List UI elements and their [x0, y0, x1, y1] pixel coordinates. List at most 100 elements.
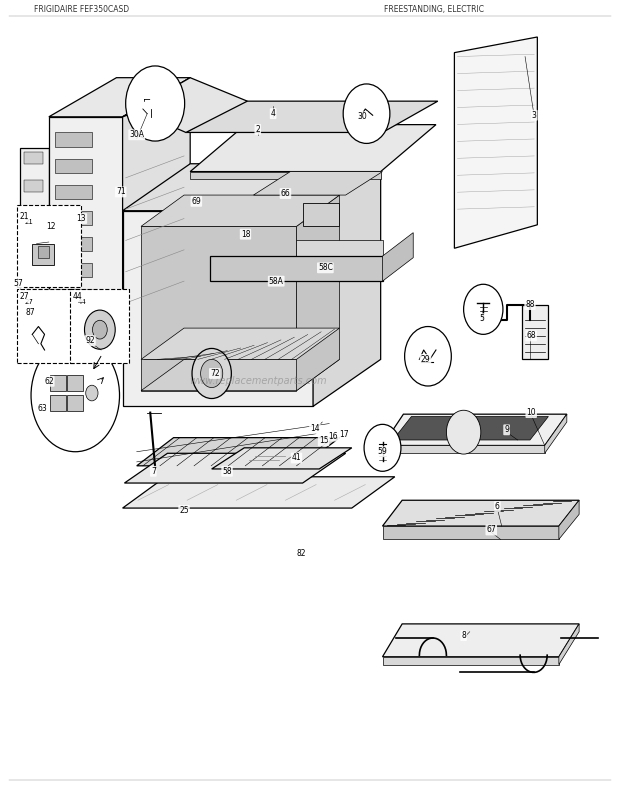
Polygon shape	[186, 101, 438, 132]
Text: 15: 15	[319, 437, 329, 445]
Polygon shape	[383, 445, 545, 453]
Text: 18: 18	[241, 229, 250, 239]
Bar	[24, 152, 43, 164]
Polygon shape	[296, 240, 383, 266]
Polygon shape	[49, 78, 190, 117]
Text: 27: 27	[24, 299, 33, 305]
Text: 44: 44	[78, 299, 86, 305]
Circle shape	[86, 385, 98, 401]
Text: ⌐: ⌐	[143, 95, 151, 104]
Text: 44: 44	[73, 293, 82, 301]
Polygon shape	[123, 477, 395, 508]
Polygon shape	[393, 417, 549, 440]
Polygon shape	[125, 453, 345, 483]
Circle shape	[84, 310, 115, 349]
Polygon shape	[141, 359, 340, 391]
Text: 16: 16	[329, 432, 338, 441]
Polygon shape	[141, 328, 340, 359]
Bar	[55, 289, 92, 303]
Polygon shape	[454, 37, 538, 248]
Polygon shape	[141, 226, 296, 391]
Polygon shape	[559, 500, 579, 539]
Text: 71: 71	[116, 187, 126, 196]
Polygon shape	[49, 117, 123, 359]
Bar	[55, 237, 92, 251]
Circle shape	[405, 327, 451, 386]
Bar	[68, 375, 83, 391]
Circle shape	[364, 424, 401, 471]
Text: 30: 30	[357, 112, 367, 121]
Text: 7: 7	[151, 467, 156, 476]
Polygon shape	[20, 148, 49, 320]
Text: 25: 25	[179, 506, 189, 515]
Bar	[24, 237, 43, 248]
Text: 88: 88	[525, 300, 534, 309]
Circle shape	[192, 349, 231, 399]
Circle shape	[126, 66, 185, 141]
Text: 92: 92	[85, 336, 95, 345]
Text: 72: 72	[210, 369, 219, 378]
Polygon shape	[141, 195, 340, 226]
Polygon shape	[123, 210, 313, 407]
Bar	[24, 180, 43, 192]
Bar	[50, 375, 66, 391]
Polygon shape	[383, 233, 413, 281]
Polygon shape	[383, 657, 559, 664]
FancyBboxPatch shape	[70, 289, 129, 363]
Text: FREESTANDING, ELECTRIC: FREESTANDING, ELECTRIC	[384, 5, 484, 13]
Bar	[68, 396, 83, 411]
Text: 30A: 30A	[129, 131, 144, 139]
Bar	[55, 210, 92, 225]
Polygon shape	[559, 624, 579, 664]
Bar	[24, 293, 43, 305]
Bar	[55, 158, 92, 172]
Text: 57: 57	[13, 279, 23, 288]
Polygon shape	[211, 448, 352, 469]
Circle shape	[446, 411, 481, 454]
Text: 8: 8	[461, 631, 466, 640]
Bar	[50, 396, 66, 411]
Text: 63: 63	[38, 404, 48, 413]
Text: 68: 68	[526, 331, 536, 340]
Polygon shape	[296, 195, 340, 391]
Polygon shape	[522, 305, 549, 359]
Bar	[55, 263, 92, 277]
Polygon shape	[254, 172, 383, 195]
Text: www.replacementparts.com: www.replacementparts.com	[189, 377, 327, 386]
Polygon shape	[383, 414, 567, 445]
Polygon shape	[313, 164, 381, 407]
Text: 41: 41	[291, 453, 301, 463]
Text: 10: 10	[526, 408, 536, 417]
Text: 4: 4	[271, 109, 275, 118]
Polygon shape	[383, 624, 579, 657]
Polygon shape	[210, 256, 383, 281]
Text: 2: 2	[255, 125, 260, 134]
Text: 29: 29	[421, 355, 430, 364]
Text: 62: 62	[44, 377, 54, 386]
Text: 14: 14	[310, 424, 320, 433]
Text: 21: 21	[20, 213, 29, 221]
FancyBboxPatch shape	[17, 205, 81, 287]
Polygon shape	[383, 500, 579, 526]
Bar	[303, 202, 340, 226]
Text: 9: 9	[504, 426, 509, 434]
Circle shape	[92, 320, 107, 339]
Circle shape	[343, 84, 390, 143]
Circle shape	[201, 359, 223, 388]
Text: 21: 21	[24, 218, 33, 225]
Circle shape	[464, 284, 503, 335]
Text: 58C: 58C	[318, 263, 333, 272]
Text: 6: 6	[495, 502, 500, 511]
Polygon shape	[123, 78, 190, 359]
Text: 5: 5	[480, 314, 484, 324]
Text: 27: 27	[19, 293, 29, 301]
FancyBboxPatch shape	[17, 289, 75, 363]
Text: 17: 17	[339, 430, 348, 439]
Polygon shape	[383, 526, 559, 539]
Polygon shape	[123, 164, 381, 210]
Text: 67: 67	[486, 525, 496, 535]
Text: 59: 59	[378, 447, 388, 456]
Bar	[38, 246, 50, 258]
Polygon shape	[190, 125, 436, 172]
Text: 69: 69	[192, 197, 202, 206]
